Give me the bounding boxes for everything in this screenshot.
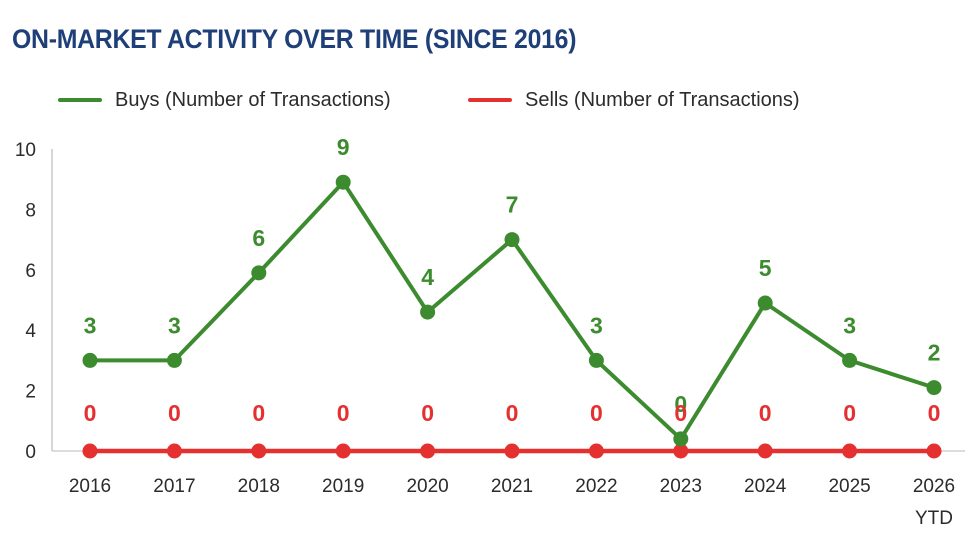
data-point-buys-2020 bbox=[420, 304, 436, 320]
data-point-buys-2016 bbox=[82, 352, 98, 368]
data-label-sells-2018: 0 bbox=[252, 400, 265, 426]
data-point-sells-2021 bbox=[504, 443, 520, 459]
data-label-buys-2017: 3 bbox=[168, 312, 181, 338]
data-label-buys-2018: 6 bbox=[252, 225, 265, 251]
legend: Buys (Number of Transactions) Sells (Num… bbox=[0, 86, 976, 114]
x-tick-label-2023: 2023 bbox=[660, 476, 702, 497]
x-tick-label-2017: 2017 bbox=[153, 476, 195, 497]
y-tick-label-4: 4 bbox=[25, 321, 36, 342]
data-label-sells-2017: 0 bbox=[168, 400, 181, 426]
data-point-sells-2024 bbox=[757, 443, 773, 459]
data-label-sells-2025: 0 bbox=[843, 400, 856, 426]
legend-item-buys: Buys (Number of Transactions) bbox=[58, 86, 391, 114]
y-tick-label-10: 10 bbox=[15, 140, 36, 161]
data-label-buys-2021: 7 bbox=[506, 192, 519, 218]
data-point-sells-2022 bbox=[588, 443, 604, 459]
data-label-buys-2020: 4 bbox=[421, 264, 434, 290]
data-label-sells-2020: 0 bbox=[421, 400, 434, 426]
data-point-sells-2016 bbox=[82, 443, 98, 459]
data-label-sells-2024: 0 bbox=[759, 400, 772, 426]
data-point-sells-2019 bbox=[335, 443, 351, 459]
data-label-sells-2023: 0 bbox=[674, 400, 687, 426]
data-label-buys-2024: 5 bbox=[759, 255, 772, 281]
data-point-buys-2026 bbox=[926, 380, 942, 396]
x-tick-label-2021: 2021 bbox=[491, 476, 533, 497]
y-tick-label-2: 2 bbox=[25, 382, 36, 403]
data-point-sells-2025 bbox=[842, 443, 858, 459]
data-label-buys-2016: 3 bbox=[84, 312, 97, 338]
chart-title: ON-MARKET ACTIVITY OVER TIME (SINCE 2016… bbox=[12, 24, 577, 54]
x-tick-label-2024: 2024 bbox=[744, 476, 787, 497]
data-label-buys-2025: 3 bbox=[843, 312, 856, 338]
data-point-buys-2022 bbox=[588, 352, 604, 368]
data-label-buys-2022: 3 bbox=[590, 312, 603, 338]
data-label-buys-2026: 2 bbox=[928, 340, 941, 366]
data-label-sells-2026: 0 bbox=[928, 400, 941, 426]
x-tick-label-2020: 2020 bbox=[406, 476, 448, 497]
data-point-sells-2017 bbox=[166, 443, 182, 459]
data-point-buys-2021 bbox=[504, 232, 520, 248]
data-label-buys-2023: 0 bbox=[674, 391, 687, 417]
data-point-buys-2023 bbox=[673, 431, 689, 447]
data-point-buys-2025 bbox=[842, 352, 858, 368]
legend-label-buys: Buys (Number of Transactions) bbox=[115, 88, 391, 111]
data-point-sells-2020 bbox=[420, 443, 436, 459]
data-point-sells-2018 bbox=[251, 443, 267, 459]
legend-swatch-buys bbox=[58, 98, 102, 102]
x-tick-label-2018: 2018 bbox=[238, 476, 280, 497]
x-tick-label-2016: 2016 bbox=[69, 476, 111, 497]
legend-item-sells: Sells (Number of Transactions) bbox=[468, 86, 800, 114]
data-point-sells-2023 bbox=[673, 443, 689, 459]
y-tick-label-8: 8 bbox=[25, 200, 36, 221]
data-point-buys-2019 bbox=[335, 174, 351, 190]
x-tick-label-2022: 2022 bbox=[575, 476, 617, 497]
data-point-buys-2024 bbox=[757, 295, 773, 311]
data-label-sells-2021: 0 bbox=[506, 400, 519, 426]
data-label-sells-2016: 0 bbox=[84, 400, 97, 426]
x-tick-label-2026: 2026 bbox=[913, 476, 955, 497]
data-point-sells-2026 bbox=[926, 443, 942, 459]
data-label-sells-2022: 0 bbox=[590, 400, 603, 426]
data-point-buys-2017 bbox=[166, 352, 182, 368]
x-tick-sublabel-2026: YTD bbox=[915, 508, 953, 529]
data-point-buys-2018 bbox=[251, 265, 267, 281]
legend-label-sells: Sells (Number of Transactions) bbox=[525, 88, 800, 111]
y-tick-label-6: 6 bbox=[25, 261, 36, 282]
legend-swatch-sells bbox=[468, 98, 512, 102]
y-tick-label-0: 0 bbox=[25, 442, 36, 463]
x-tick-label-2019: 2019 bbox=[322, 476, 364, 497]
data-label-buys-2019: 9 bbox=[337, 134, 350, 160]
x-tick-label-2025: 2025 bbox=[828, 476, 870, 497]
data-label-sells-2019: 0 bbox=[337, 400, 350, 426]
